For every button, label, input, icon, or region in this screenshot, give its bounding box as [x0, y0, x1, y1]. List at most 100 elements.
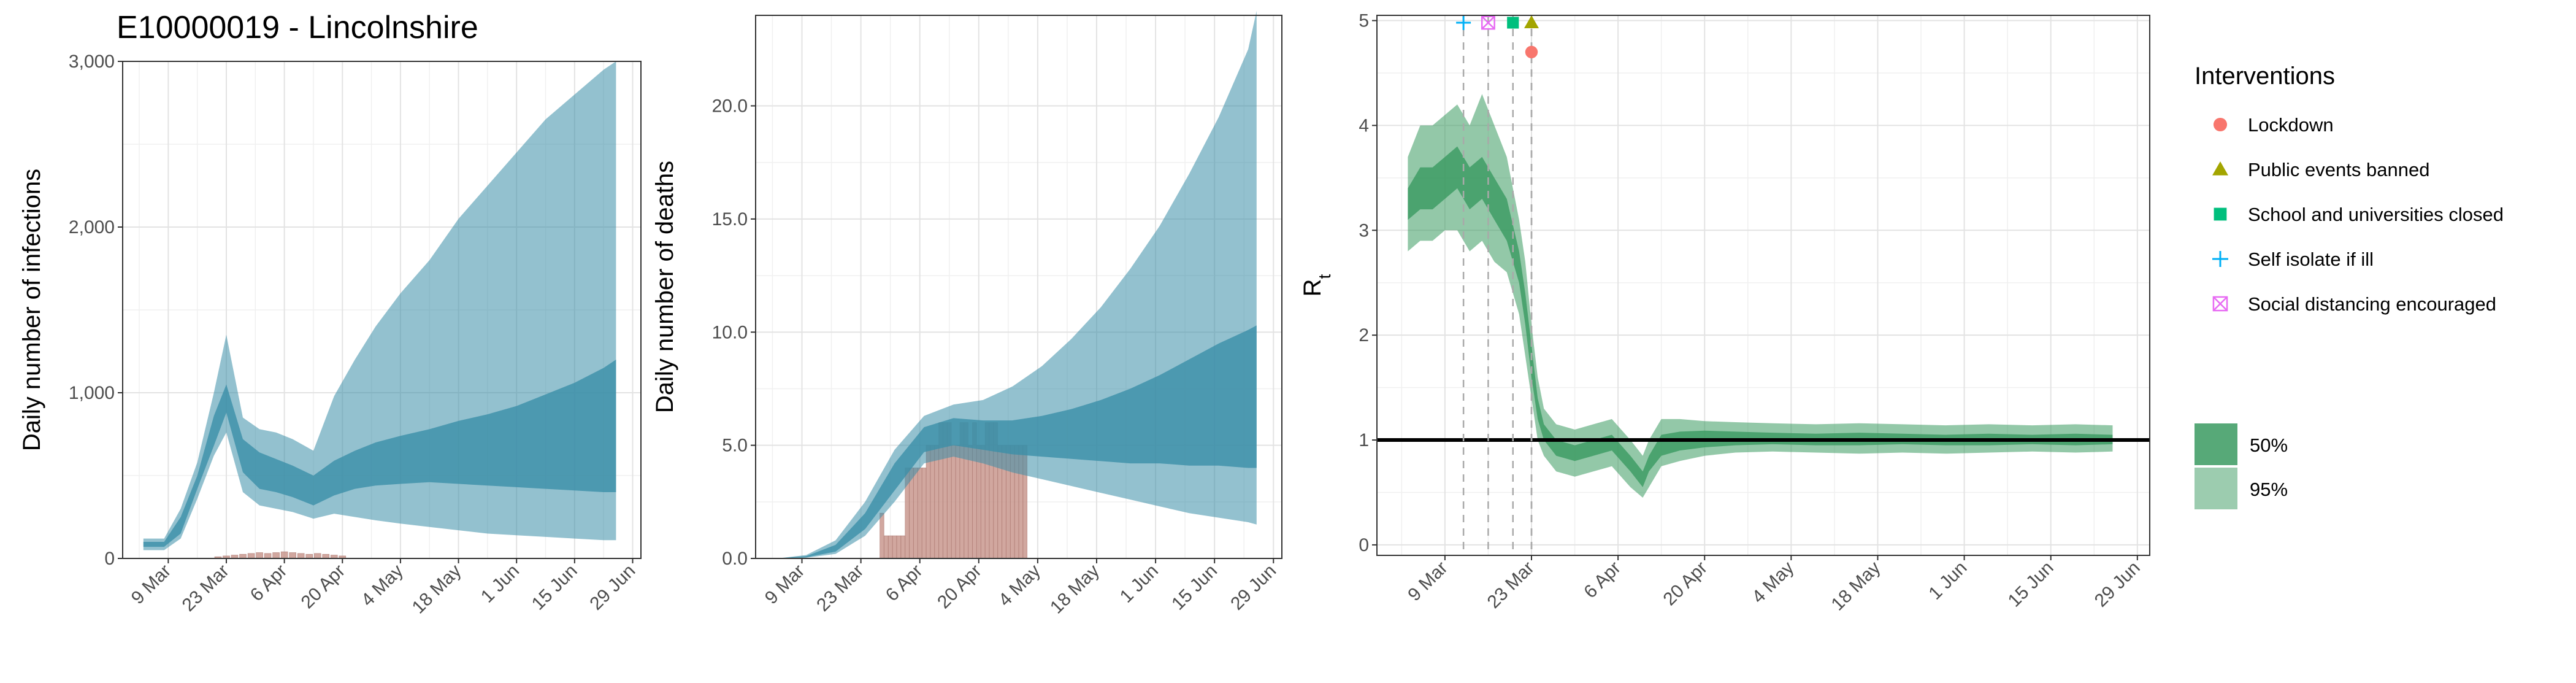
reported-bar: [887, 535, 893, 559]
triangle-icon: [1524, 15, 1539, 28]
x-tick-label: 9 Mar: [1404, 558, 1452, 606]
legend-label: Self isolate if ill: [2248, 249, 2374, 270]
ci95-band: [1408, 94, 2113, 498]
square-icon: [2214, 207, 2227, 221]
x-tick-label: 15 Jun: [528, 561, 581, 614]
legend: Interventions Lockdown Public events bann…: [2195, 63, 2504, 509]
circle-icon: [2213, 117, 2228, 132]
reported-bar: [313, 553, 321, 559]
x-tick-label: 6 Apr: [247, 561, 291, 606]
legend-ci-95: 95%: [2195, 468, 2288, 509]
legend-item-social-distancing-encouraged: Social distancing encouraged: [2212, 293, 2496, 315]
circle-icon: [1525, 45, 1538, 59]
x-tick-label: 18 May: [1046, 561, 1103, 618]
x-tick-label: 1 Jun: [1925, 558, 1971, 604]
legend-item-school-and-universities-closed: School and universities closed: [2214, 204, 2504, 225]
reported-bar: [880, 512, 884, 559]
x-tick-label: 29 Jun: [586, 561, 639, 614]
x-tick-label: 15 Jun: [1168, 561, 1221, 614]
x-tick-label: 18 May: [1828, 558, 1885, 615]
reported-bar: [896, 535, 902, 559]
y-tick-label: 20.0: [712, 96, 748, 117]
reported-bar: [239, 554, 247, 559]
reported-bar: [913, 468, 918, 559]
triangle-icon: [2212, 161, 2228, 176]
legend-label: 95%: [2250, 479, 2288, 500]
y-axis-title: Daily number of deaths: [651, 161, 678, 413]
figure-title: E10000019 - Lincolnshire: [117, 10, 478, 45]
panel-border: [1376, 15, 2150, 556]
boxed-cross-icon: [2212, 296, 2228, 312]
legend-label: Lockdown: [2248, 114, 2334, 136]
ci50-band: [776, 325, 1257, 558]
y-axis-title: Rt: [1299, 274, 1334, 296]
x-tick-label: 20 Apr: [933, 561, 986, 613]
reported-bar: [322, 554, 330, 559]
ci50-band: [1408, 146, 2113, 487]
y-tick-label: 0.0: [722, 549, 748, 569]
reported-bar: [297, 553, 305, 559]
legend-ci-swatch: [2195, 468, 2237, 509]
y-tick-label: 1,000: [69, 383, 115, 403]
x-tick-label: 15 Jun: [2004, 558, 2058, 611]
rt-panel: 0 1 2 3 4 5 9 Mar 23 Mar 6 Apr 20 Apr 4 May 18 May 1…: [1299, 11, 2150, 615]
x-tick-label: 4 May: [358, 561, 407, 611]
x-tick-label: 20 Apr: [297, 561, 350, 613]
legend-label: School and universities closed: [2248, 204, 2504, 225]
x-tick-label: 29 Jun: [1227, 561, 1280, 614]
y-tick-label: 0: [104, 549, 115, 569]
y-axis-title-subscript: t: [1315, 274, 1334, 279]
reported-bar: [968, 445, 973, 559]
x-tick-label: 1 Jun: [477, 561, 523, 607]
ci50-band: [143, 360, 616, 547]
x-tick-label: 29 Jun: [2091, 558, 2144, 611]
reported-bar: [272, 552, 280, 559]
reported-bar: [256, 552, 263, 559]
reported-bar: [305, 554, 313, 559]
legend-ci-50: 50%: [2195, 423, 2288, 465]
x-tick-label: 23 Mar: [813, 561, 867, 615]
legend-item-lockdown: Lockdown: [2213, 114, 2334, 136]
y-tick-label: 2: [1359, 325, 1369, 345]
x-tick-label: 18 May: [408, 561, 466, 618]
reported-bar: [921, 468, 927, 559]
reported-bar: [900, 535, 905, 559]
y-tick-label: 15.0: [712, 209, 748, 230]
reported-bar: [247, 553, 255, 559]
y-tick-label: 5: [1359, 11, 1369, 31]
x-tick-label: 6 Apr: [1580, 558, 1625, 603]
reported-bar: [930, 445, 935, 559]
plus-icon: [1456, 15, 1471, 30]
legend-label: Social distancing encouraged: [2248, 293, 2496, 315]
legend-ci-swatch: [2195, 423, 2237, 465]
legend-label: 50%: [2250, 434, 2288, 456]
y-tick-label: 0: [1359, 535, 1369, 555]
reported-bar: [955, 445, 960, 559]
x-tick-label: 9 Mar: [761, 561, 809, 609]
y-tick-label: 2,000: [69, 217, 115, 237]
legend-label: Public events banned: [2248, 159, 2429, 180]
x-tick-label: 4 May: [995, 561, 1045, 611]
y-tick-label: 4: [1359, 115, 1369, 136]
y-axis-title: Daily number of infections: [18, 169, 45, 451]
reported-bar: [951, 445, 956, 559]
square-icon: [1507, 17, 1519, 29]
legend-item-self-isolate-if-ill: Self isolate if ill: [2212, 249, 2374, 270]
reported-bar: [289, 552, 296, 559]
plot-background: [1377, 15, 2150, 555]
panel-border: [122, 61, 642, 559]
x-tick-label: 6 Apr: [882, 561, 927, 606]
y-tick-label: 5.0: [722, 436, 748, 456]
boxed-cross-icon: [1481, 15, 1495, 30]
panel-border: [755, 15, 1282, 559]
reported-bar: [280, 551, 288, 559]
y-tick-label: 3,000: [69, 52, 115, 72]
infections-panel: 0 1,000 2,000 3,000 9 Mar 23 Mar 6 Apr 20 Apr 4 …: [18, 52, 642, 618]
reported-bar: [918, 468, 922, 559]
x-tick-label: 23 Mar: [178, 561, 233, 615]
x-tick-label: 23 Mar: [1484, 558, 1538, 612]
x-tick-label: 4 May: [1748, 558, 1798, 608]
reported-bar: [934, 445, 939, 559]
y-tick-label: 10.0: [712, 322, 748, 342]
